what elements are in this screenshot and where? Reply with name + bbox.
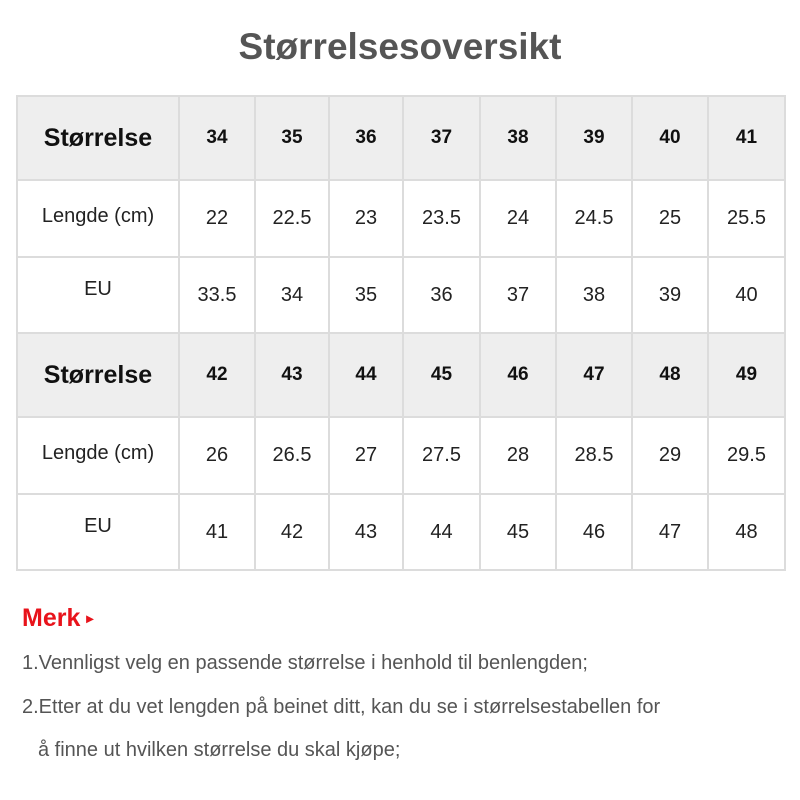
size-row-cell: 44 bbox=[328, 332, 404, 418]
length-row-cell: 24.5 bbox=[555, 179, 633, 258]
length-row-cell: 27 bbox=[328, 416, 404, 495]
length-row-label: Lengde (cm) bbox=[16, 179, 180, 258]
size-row-cell: 36 bbox=[328, 95, 404, 181]
eu-row-cell: 46 bbox=[555, 493, 633, 571]
length-row-cell: 26 bbox=[178, 416, 256, 495]
length-row-cell: 23 bbox=[328, 179, 404, 258]
length-row-cell: 25.5 bbox=[707, 179, 786, 258]
size-row-cell: 43 bbox=[254, 332, 330, 418]
length-row-label: Lengde (cm) bbox=[16, 416, 180, 495]
note-line-1: 1.Vennligst velg en passende størrelse i… bbox=[22, 652, 588, 674]
size-row-cell: 48 bbox=[631, 332, 709, 418]
length-row-cell: 22.5 bbox=[254, 179, 330, 258]
eu-row-cell: 45 bbox=[479, 493, 557, 571]
eu-row-cell: 43 bbox=[328, 493, 404, 571]
note-line-2: 2.Etter at du vet lengden på beinet ditt… bbox=[22, 696, 661, 718]
eu-row: EU 33.5 34 35 36 37 38 39 40 bbox=[16, 256, 786, 334]
size-row-cell: 34 bbox=[178, 95, 256, 181]
size-chart-table: Størrelse 34 35 36 37 38 39 40 41 Lengde (cm) 22 22… bbox=[16, 95, 786, 571]
size-row: Størrelse 42 43 44 45 46 47 48 49 bbox=[16, 332, 786, 418]
length-row-cell: 27.5 bbox=[402, 416, 481, 495]
size-row-cell: 42 bbox=[178, 332, 256, 418]
note-heading: Merk ▸ bbox=[22, 604, 93, 633]
note-line-3: å finne ut hvilken størrelse du skal kjø… bbox=[38, 739, 401, 761]
length-row-cell: 25 bbox=[631, 179, 709, 258]
length-row-cell: 23.5 bbox=[402, 179, 481, 258]
length-row: Lengde (cm) 26 26.5 27 27.5 28 28.5 29 29.5 bbox=[16, 416, 786, 495]
length-row-cell: 24 bbox=[479, 179, 557, 258]
size-row-cell: 49 bbox=[707, 332, 786, 418]
size-row-cell: 41 bbox=[707, 95, 786, 181]
length-row-cell: 26.5 bbox=[254, 416, 330, 495]
eu-row-cell: 37 bbox=[479, 256, 557, 334]
size-row-cell: 40 bbox=[631, 95, 709, 181]
length-row-cell: 29 bbox=[631, 416, 709, 495]
size-row-cell: 35 bbox=[254, 95, 330, 181]
length-row-cell: 29.5 bbox=[707, 416, 786, 495]
note-heading-text: Merk bbox=[22, 604, 81, 632]
size-row-cell: 37 bbox=[402, 95, 481, 181]
size-row: Størrelse 34 35 36 37 38 39 40 41 bbox=[16, 95, 786, 181]
length-row-cell: 22 bbox=[178, 179, 256, 258]
eu-row-cell: 48 bbox=[707, 493, 786, 571]
triangle-right-icon: ▸ bbox=[86, 610, 94, 626]
eu-row-cell: 42 bbox=[254, 493, 330, 571]
eu-row-cell: 38 bbox=[555, 256, 633, 334]
size-row-label: Størrelse bbox=[16, 332, 180, 418]
eu-row-cell: 34 bbox=[254, 256, 330, 334]
eu-row-cell: 41 bbox=[178, 493, 256, 571]
page-title: Størrelsesoversikt bbox=[238, 26, 562, 67]
size-row-cell: 38 bbox=[479, 95, 557, 181]
length-row: Lengde (cm) 22 22.5 23 23.5 24 24.5 25 25.5 bbox=[16, 179, 786, 258]
size-row-cell: 47 bbox=[555, 332, 633, 418]
eu-row: EU 41 42 43 44 45 46 47 48 bbox=[16, 493, 786, 571]
size-row-label: Størrelse bbox=[16, 95, 180, 181]
eu-row-cell: 33.5 bbox=[178, 256, 256, 334]
eu-row-cell: 47 bbox=[631, 493, 709, 571]
eu-row-cell: 35 bbox=[328, 256, 404, 334]
size-row-cell: 39 bbox=[555, 95, 633, 181]
eu-row-cell: 36 bbox=[402, 256, 481, 334]
eu-row-label: EU bbox=[16, 256, 180, 334]
length-row-cell: 28.5 bbox=[555, 416, 633, 495]
length-row-cell: 28 bbox=[479, 416, 557, 495]
eu-row-label: EU bbox=[16, 493, 180, 571]
eu-row-cell: 40 bbox=[707, 256, 786, 334]
size-row-cell: 46 bbox=[479, 332, 557, 418]
eu-row-cell: 39 bbox=[631, 256, 709, 334]
size-row-cell: 45 bbox=[402, 332, 481, 418]
eu-row-cell: 44 bbox=[402, 493, 481, 571]
